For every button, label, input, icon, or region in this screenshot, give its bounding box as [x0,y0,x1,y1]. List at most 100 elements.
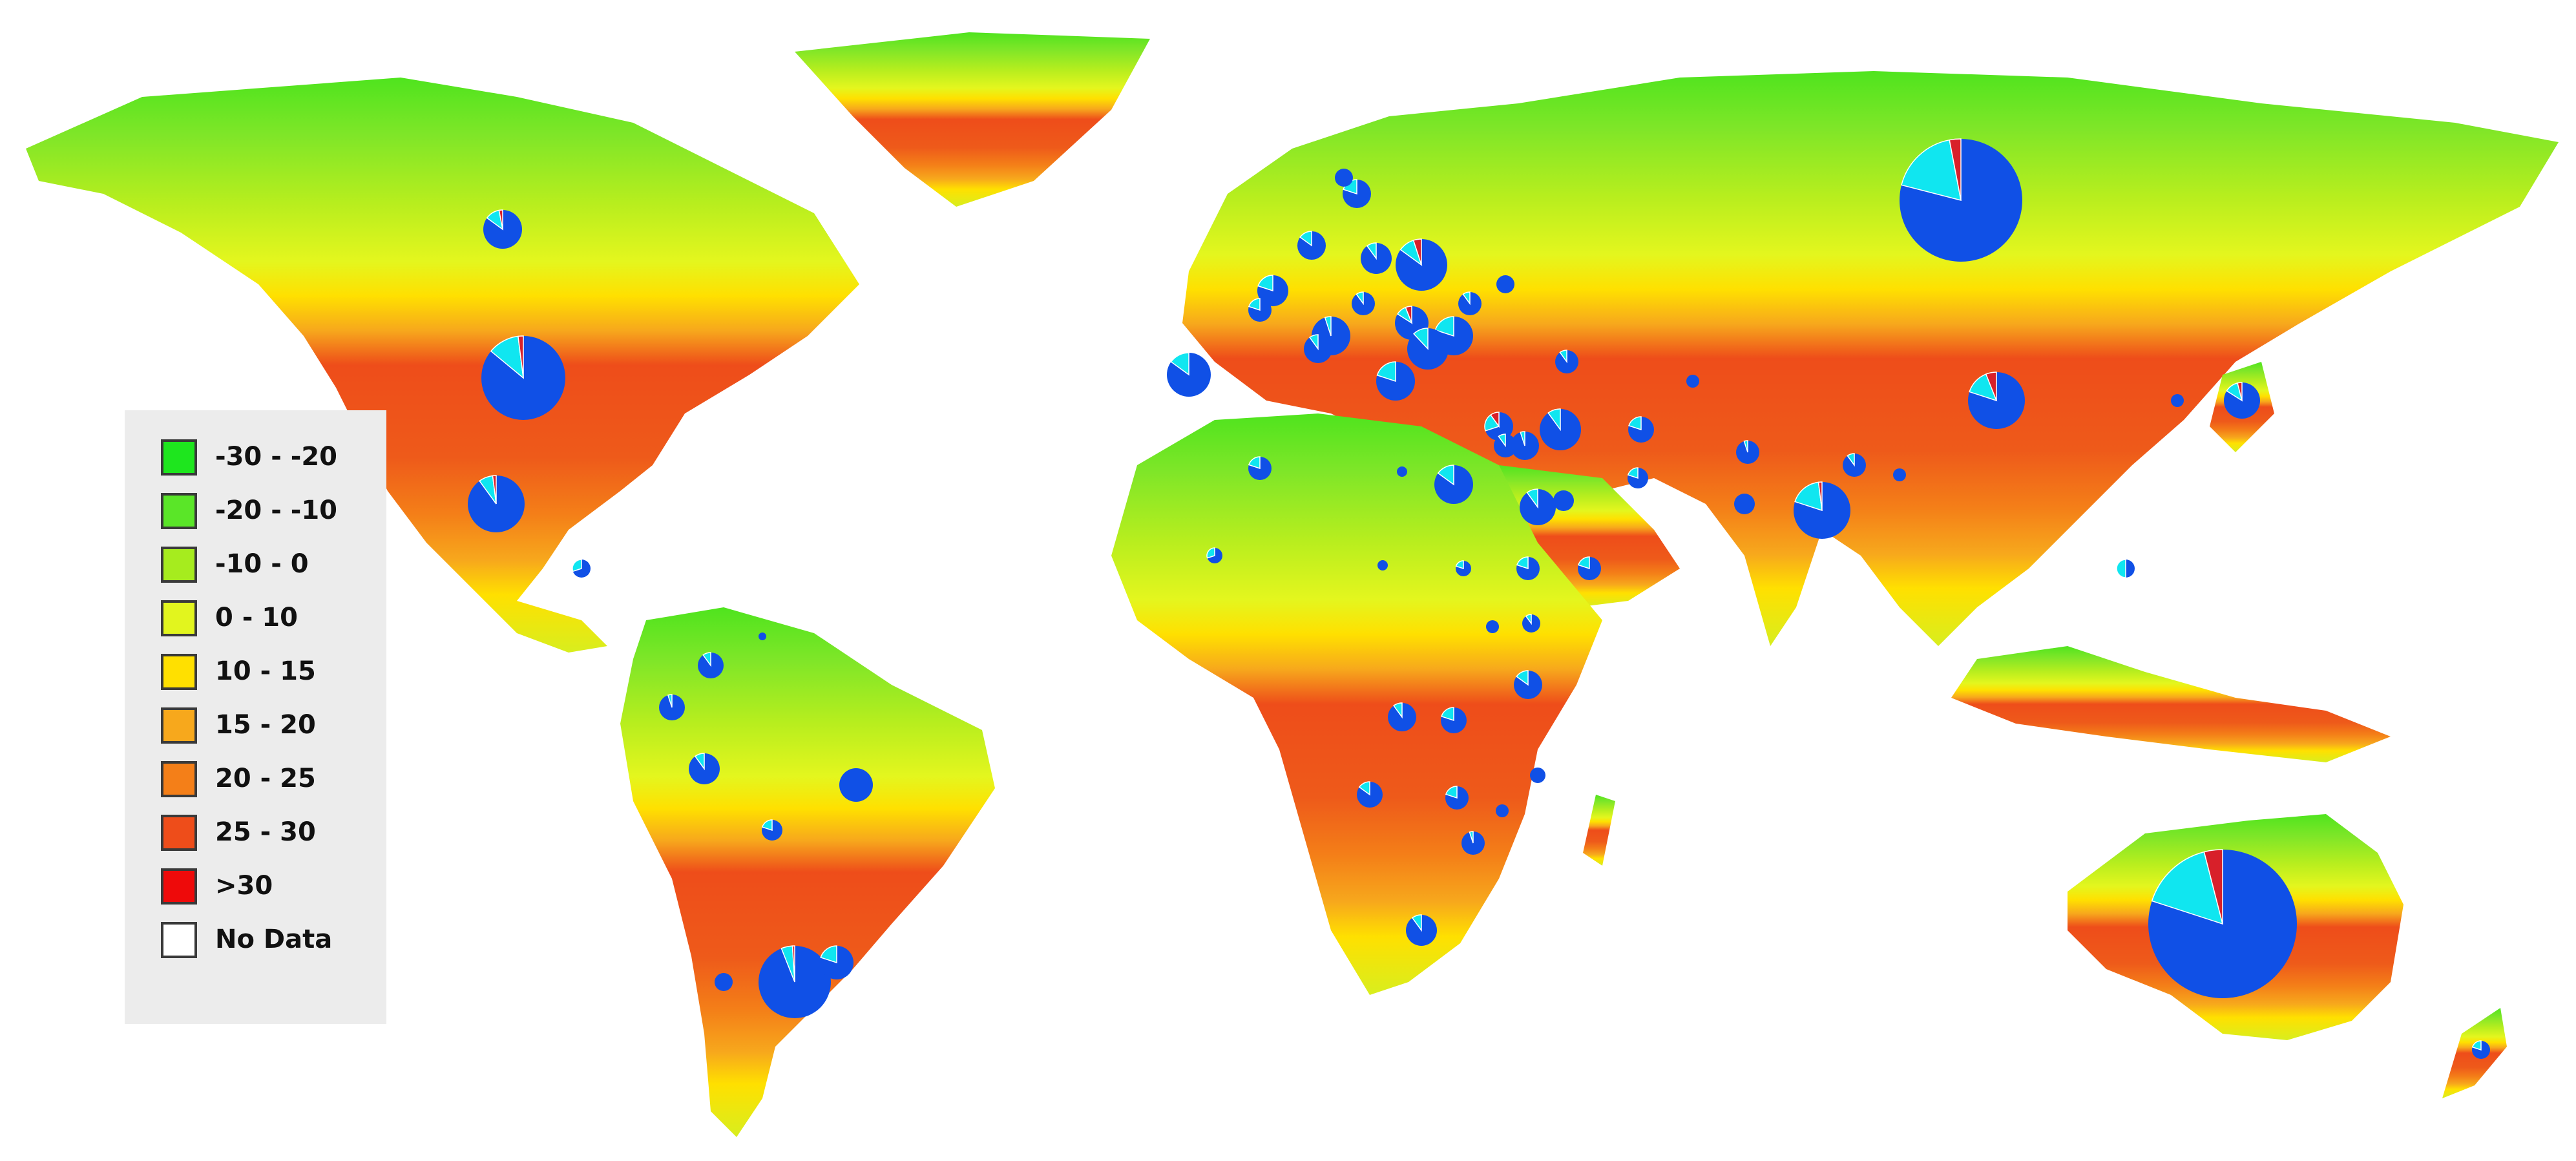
pie-marker [1734,494,1755,514]
pie-slice [2203,849,2223,925]
pie-slice [1434,316,1454,337]
pie-slice [1516,556,1529,570]
legend-swatch [161,815,197,851]
legend-swatch [161,600,197,636]
pie-marker [1496,275,1514,293]
pie-slice [1498,434,1506,448]
pie-slice [2151,851,2224,925]
pie-slice [492,475,497,505]
pie-slice [702,652,711,667]
pie-slice [1299,231,1312,247]
pie-slice [1366,242,1377,260]
pie-slice [1324,316,1332,337]
pie-marker [1553,490,1574,511]
pie-slice [1206,547,1215,559]
greenland-landmass [795,32,1150,207]
temperature-legend: -30 - -20 -20 - -10 -10 - 0 0 - 10 10 - 15 15… [125,410,386,1024]
pie-slice [2237,382,2243,401]
pie-slice [1405,306,1412,324]
legend-item: -20 - -10 [161,493,381,532]
sea-islands-landmass [1951,646,2391,762]
legend-item: 15 - 20 [161,707,381,746]
legend-swatch [161,707,197,744]
eurasia-landmass [1182,71,2559,646]
legend-label: 20 - 25 [215,764,316,793]
pie-slice [1559,350,1567,364]
legend-label: -20 - -10 [215,496,337,525]
pie-slice [667,694,673,708]
pie-slice [1411,914,1422,932]
legend-label: -30 - -20 [215,442,337,472]
pie-slice [1248,456,1261,470]
pie-slice [1817,481,1823,511]
pie-slice [498,209,503,230]
pie-slice [694,753,705,771]
pie-slice [1356,291,1364,306]
pie-slice [1170,352,1189,376]
pie-slice [1794,481,1823,512]
legend-item: No Data [161,922,381,961]
pie-slice [1248,298,1261,311]
continents [26,32,2559,1137]
pie-slice [1577,556,1590,570]
legend-item: -30 - -20 [161,439,381,478]
pie-slice [1490,412,1500,428]
legend-swatch [161,868,197,905]
madagascar-landmass [1583,795,1615,866]
pie-slice [1985,371,1997,401]
pie-slice [572,559,582,572]
legend-item: 20 - 25 [161,761,381,800]
pie-slice [791,945,795,983]
pie-slice [1520,431,1525,446]
pie-slice [1393,702,1403,719]
pie-slice [1847,453,1855,467]
legend-label: 15 - 20 [215,710,316,740]
pie-marker [1486,620,1499,633]
legend-label: -10 - 0 [215,549,309,579]
pie-slice [1309,334,1319,351]
pie-slice [761,819,773,832]
legend-swatch [161,493,197,529]
legend-swatch [161,439,197,476]
pie-slice [1441,707,1454,722]
pie-marker [715,973,733,991]
pie-slice [1437,465,1454,486]
legend-item: >30 [161,868,381,907]
pie-marker [1686,375,1699,388]
pie-marker [1377,560,1388,570]
pie-slice [1547,408,1561,432]
pie-marker [1893,468,1906,481]
pie-slice [1901,139,1962,202]
pie-marker [759,633,766,640]
north-america-landmass [26,78,859,653]
pie-slice [1525,614,1532,625]
pie-slice [1743,440,1748,453]
pie-slice [1462,291,1471,306]
pie-slice [1469,831,1474,844]
pie-slice [1257,275,1273,292]
pie-slice [1413,328,1429,350]
pie-slice [1412,238,1422,266]
legend-item: 25 - 30 [161,815,381,853]
pie-slice [1358,781,1370,796]
legend-item: 0 - 10 [161,600,381,639]
pie-marker [839,768,873,802]
pie-marker [1335,169,1353,187]
legend-label: No Data [215,925,333,954]
pie-slice [2471,1040,2482,1051]
pie-slice [1455,560,1464,570]
legend-label: 10 - 15 [215,656,316,686]
legend-label: >30 [215,871,273,901]
pie-slice [2116,559,2126,578]
legend-label: 25 - 30 [215,817,316,847]
pie-marker [2171,394,2184,407]
legend-item: -10 - 0 [161,547,381,585]
pie-marker [1496,804,1509,817]
legend-swatch [161,547,197,583]
pie-slice [1949,138,1962,201]
pie-slice [820,945,837,964]
pie-slice [1516,670,1529,686]
pie-slice [1376,361,1396,382]
pie-marker [1397,466,1407,477]
